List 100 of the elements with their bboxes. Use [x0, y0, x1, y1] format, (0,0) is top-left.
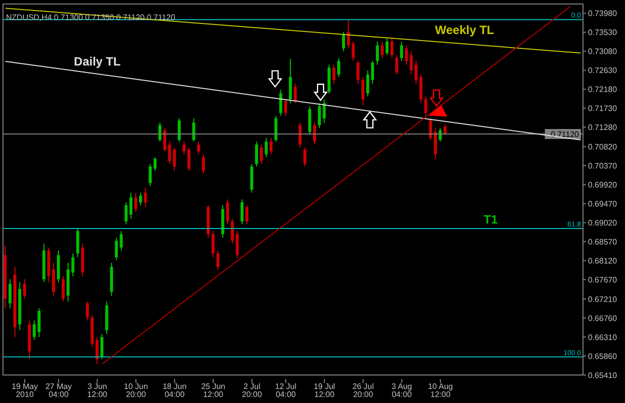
x-tick-label: 25 Jun 12:00	[201, 382, 226, 399]
y-tick-label: 0.71730	[588, 104, 618, 114]
candlestick	[438, 128, 442, 142]
candlestick	[400, 41, 404, 62]
y-tick-label: 0.68120	[588, 256, 618, 266]
candlestick	[148, 163, 152, 186]
candlestick	[245, 204, 248, 225]
y-tick-label: 0.71280	[588, 123, 618, 132]
candlestick	[202, 154, 205, 174]
x-tick-label: 10 Aug 12:00	[428, 382, 453, 399]
candlestick	[38, 308, 41, 338]
candlestick	[172, 147, 176, 172]
candlestick	[178, 118, 181, 142]
candlestick	[197, 141, 200, 155]
candlestick	[216, 250, 220, 270]
y-tick-label: 0.70370	[588, 161, 618, 170]
y-tick-label: 0.67670	[588, 275, 618, 284]
y-tick-label: 0.65860	[588, 352, 618, 361]
candlestick	[414, 60, 418, 84]
x-tick-label: 19 May 2010	[12, 382, 38, 399]
y-tick-label: 0.65410	[588, 370, 618, 380]
candlestick	[96, 336, 99, 365]
candlestick	[71, 252, 74, 277]
candlestick	[226, 198, 230, 225]
candlestick	[124, 202, 128, 225]
x-tick-label: 3 Aug 04:00	[392, 382, 412, 399]
candlestick	[250, 163, 254, 194]
y-tick-label: 0.66760	[588, 314, 618, 323]
candlestick	[284, 98, 288, 116]
candlestick	[144, 187, 147, 208]
candlestick	[187, 147, 190, 172]
candlestick	[288, 58, 292, 104]
candlestick	[303, 147, 306, 167]
y-tick-label: 0.73530	[588, 28, 618, 38]
candlestick	[139, 192, 142, 206]
candlestick	[255, 141, 258, 167]
candlestick	[424, 96, 428, 116]
y-tick-label: 0.73980	[588, 9, 618, 18]
candlestick	[337, 58, 340, 78]
y-tick-label: 0.67210	[588, 294, 618, 304]
candlestick	[129, 192, 132, 220]
candlestick	[294, 83, 297, 104]
candlestick	[298, 122, 302, 148]
y-tick-label: 0.70820	[588, 142, 618, 152]
x-tick-label: 27 May 04:00	[45, 382, 72, 399]
candlestick	[168, 141, 172, 164]
candlestick	[366, 70, 370, 97]
ref-line-label: 0.71120	[550, 130, 580, 139]
y-tick-label: 0.69020	[588, 218, 618, 228]
x-tick-label: 3 Jun 12:00	[87, 382, 108, 399]
candlestick	[212, 230, 215, 258]
x-tick-label: 12 Jul 04:00	[275, 382, 297, 399]
y-tick-label: 0.69470	[588, 199, 618, 208]
candlestick	[163, 128, 166, 152]
candlestick	[386, 38, 389, 56]
x-tick-label: 26 Jul 20:00	[352, 382, 374, 399]
candlestick	[376, 41, 379, 66]
x-tick-label: 18 Jun 04:00	[162, 382, 187, 399]
candlestick	[419, 74, 422, 104]
candlestick	[62, 276, 65, 302]
candlestick	[332, 64, 336, 84]
series-label: Daily TL	[74, 54, 121, 69]
y-tick-label: 0.72630	[588, 66, 618, 76]
candlestick	[100, 334, 104, 360]
x-tick-label: 19 Jul 12:00	[314, 382, 336, 399]
candlestick	[270, 137, 273, 155]
candlestick	[356, 60, 360, 84]
candlestick	[274, 115, 278, 142]
x-tick-label: 10 Jun 20:00	[124, 382, 148, 399]
candlestick	[308, 106, 312, 136]
candlestick	[264, 137, 268, 158]
candlestick	[86, 301, 89, 322]
series-label: Weekly TL	[435, 22, 494, 37]
annotation: T1	[484, 212, 498, 227]
candlestick	[154, 156, 157, 172]
candlestick	[158, 122, 162, 142]
candlestick	[380, 41, 384, 59]
candlestick	[32, 320, 36, 340]
candlestick	[429, 118, 432, 140]
candlestick	[76, 228, 80, 258]
candlestick	[182, 141, 186, 155]
candlestick	[279, 89, 282, 116]
candlestick	[260, 144, 263, 164]
candlestick	[23, 278, 26, 300]
y-tick-label: 0.69920	[588, 180, 618, 190]
candlestick	[134, 192, 138, 213]
candlestick	[371, 60, 374, 84]
candlestick	[434, 128, 437, 160]
x-tick-label: 2 Jul 20:00	[242, 382, 262, 399]
candlestick	[313, 122, 316, 146]
y-tick-label: 0.66310	[588, 332, 618, 342]
candlestick	[395, 54, 398, 75]
candlestick	[192, 118, 196, 142]
candlestick	[390, 38, 394, 59]
y-tick-label: 0.72180	[588, 85, 618, 94]
candlestick	[342, 31, 346, 52]
candlestick	[240, 198, 244, 225]
y-tick-label: 0.73080	[588, 47, 618, 56]
candlestick	[52, 262, 56, 296]
y-tick-label: 0.68570	[588, 237, 618, 246]
